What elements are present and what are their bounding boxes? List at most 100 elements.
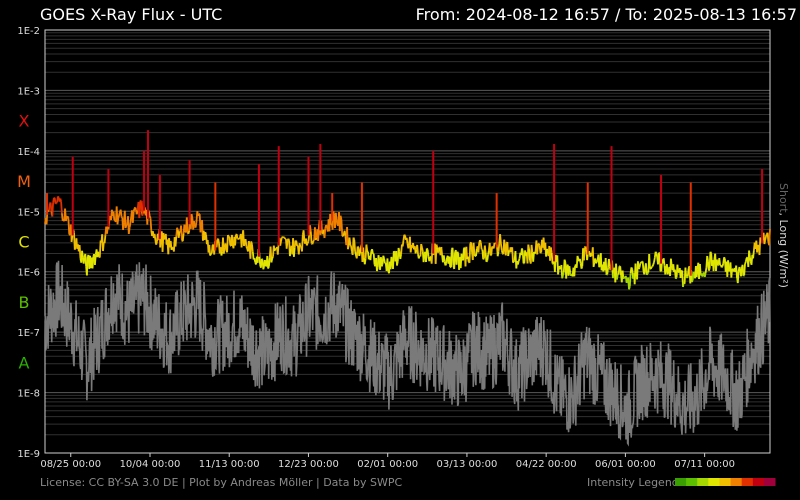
flare-class-b: B [19,293,30,312]
series-long-segment [129,216,133,224]
series-long-segment [546,248,549,252]
x-tick-label: 11/13 00:00 [199,459,260,470]
series-long-segment [757,244,760,248]
series-long-segment [81,250,84,258]
series-long-segment [744,261,747,265]
series-long-segment [155,241,158,245]
series-long-segment [651,264,655,267]
series-long-segment [596,259,599,263]
series-long-segment [340,219,344,237]
series-long-segment [267,266,270,269]
chart-title: GOES X-Ray Flux - UTC [40,5,222,24]
series-long-segment [497,243,501,252]
series-long-segment [204,231,207,236]
series-long-segment [435,244,439,249]
series-long-segment [568,266,572,273]
series-long-segment [580,265,584,269]
y-tick-label: 1E-8 [17,389,40,400]
series-long-segment [625,280,629,284]
series-long-segment [743,263,746,276]
series-long-segment [134,207,137,211]
series-long-segment [289,248,292,257]
series-long-segment [119,209,123,217]
series-long-segment [605,273,608,276]
series-long-segment [193,220,196,227]
series-long-segment [448,256,452,268]
series-long-segment [302,230,306,242]
series-long-segment [504,243,508,256]
series-long-segment [462,248,465,261]
intensity-legend [675,478,776,486]
x-tick-label: 12/23 00:00 [278,459,339,470]
y-axis-label-long: , Long (W/m²) [777,213,790,288]
x-axis-ticks: 08/25 00:00 10/04 00:00 11/13 00:00 12/23 0… [40,453,735,470]
series-long-segment [708,251,712,269]
intensity-legend-swatch [708,478,720,486]
series-long-segment [481,248,483,251]
series-long-segment [628,286,631,290]
series-long-segment [512,260,515,264]
series-long-segment [638,263,642,268]
series-long-segment [343,230,347,237]
series-long-segment [358,252,361,257]
intensity-legend-swatch [719,478,731,486]
series-long-segment [517,260,520,265]
intensity-legend-swatch [752,478,765,486]
flare-class-a: A [19,353,30,372]
series-long-segment [279,241,282,246]
series-long-segment [527,244,530,250]
series-long-segment [82,256,86,264]
series-long-segment [112,211,116,221]
series-long-segment [752,250,755,259]
series-long-segment [301,234,304,252]
series-long-segment [238,237,241,240]
series-long-segment [227,234,230,238]
series-long-segment [654,251,658,254]
x-tick-label: 06/01 00:00 [595,459,656,470]
x-tick-label: 08/25 00:00 [40,459,101,470]
series-long-segment [48,203,51,211]
series-long-segment [648,254,651,269]
series-long-segment [280,237,283,242]
series-long-segment [576,255,580,260]
series-long-segment [380,263,384,267]
series-long-segment [55,201,58,204]
y-tick-label: 1E-4 [17,147,40,158]
series-long-segment [736,271,740,284]
intensity-legend-swatch [686,478,698,486]
series-long-segment [342,233,345,237]
series-long-segment [453,252,456,270]
series-long-segment [392,251,395,269]
series-long-segment [293,240,297,248]
series-long-segment [234,234,237,246]
series-long-segment [634,263,638,277]
series-long-segment [588,250,591,253]
series-long-segment [224,243,228,251]
series-long-segment [730,268,733,278]
series-long-segment [348,237,352,246]
series-long-segment [399,254,402,260]
series-long-segment [598,264,601,268]
intensity-legend-label: Intensity Legend [587,476,679,489]
series-long-segment [686,268,690,277]
series-long-segment [499,234,502,244]
svg-text:Short, Long (W/m²): Short, Long (W/m²) [777,183,790,288]
series-long-segment [426,247,429,251]
series-long-segment [311,240,315,245]
series-long-segment [595,261,598,264]
series-long-segment [658,251,661,255]
series-long-segment [573,265,576,277]
series-long-segment [262,265,265,270]
series-long-segment [359,247,362,254]
series-long-segment [113,219,116,222]
series-long-segment [362,247,365,259]
series-long-segment [470,242,473,251]
series-long-segment [712,259,716,272]
series-long-segment [493,242,496,245]
series-long-segment [403,234,406,237]
series-long-segment [78,245,82,259]
series-long-segment [645,263,648,275]
